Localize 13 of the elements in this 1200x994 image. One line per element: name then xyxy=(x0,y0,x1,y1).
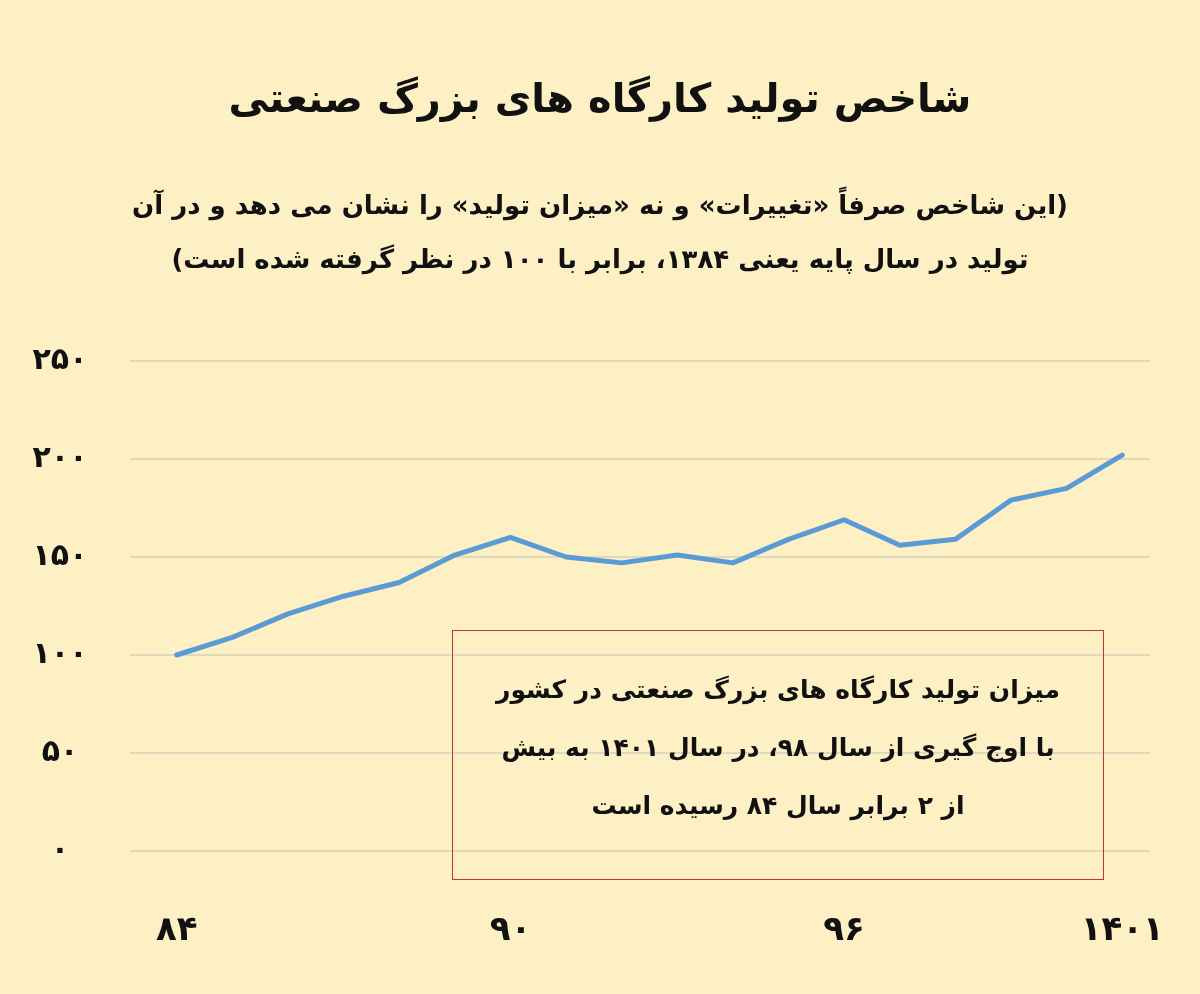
x-tick-label: ۹۶ xyxy=(823,908,865,948)
y-tick-label: ۱۵۰ xyxy=(32,537,88,572)
y-tick-label: ۲۵۰ xyxy=(32,341,88,376)
y-tick-label: ۵۰ xyxy=(41,733,79,768)
x-tick-label: ۹۰ xyxy=(489,908,532,948)
x-tick-label: ۸۴ xyxy=(155,908,198,948)
y-tick-label: ۱۰۰ xyxy=(32,635,88,670)
y-tick-label: ۰ xyxy=(50,831,70,866)
annotation: میزان تولید کارگاه های بزرگ صنعتی در کشور با اوج گیری از سال ۹۸، در سال ۱۴۰۱ به بیش از ۲ برابر سال ۸۴ رسیده است xyxy=(452,630,1104,880)
chart-subtitle: (این شاخص صرفاً «تغییرات» و نه «میزان تولید» را نشان می دهد و در آن تولید در سال پایه یعنی ۱۳۸۴، برابر با ۱۰۰ در نظر گرفته شده است) xyxy=(131,185,1069,277)
y-tick-label: ۲۰۰ xyxy=(32,439,88,474)
chart-title: شاخص تولید کارگاه های بزرگ صنعتی xyxy=(227,75,973,121)
x-tick-label: ۱۴۰۱ xyxy=(1080,908,1164,948)
